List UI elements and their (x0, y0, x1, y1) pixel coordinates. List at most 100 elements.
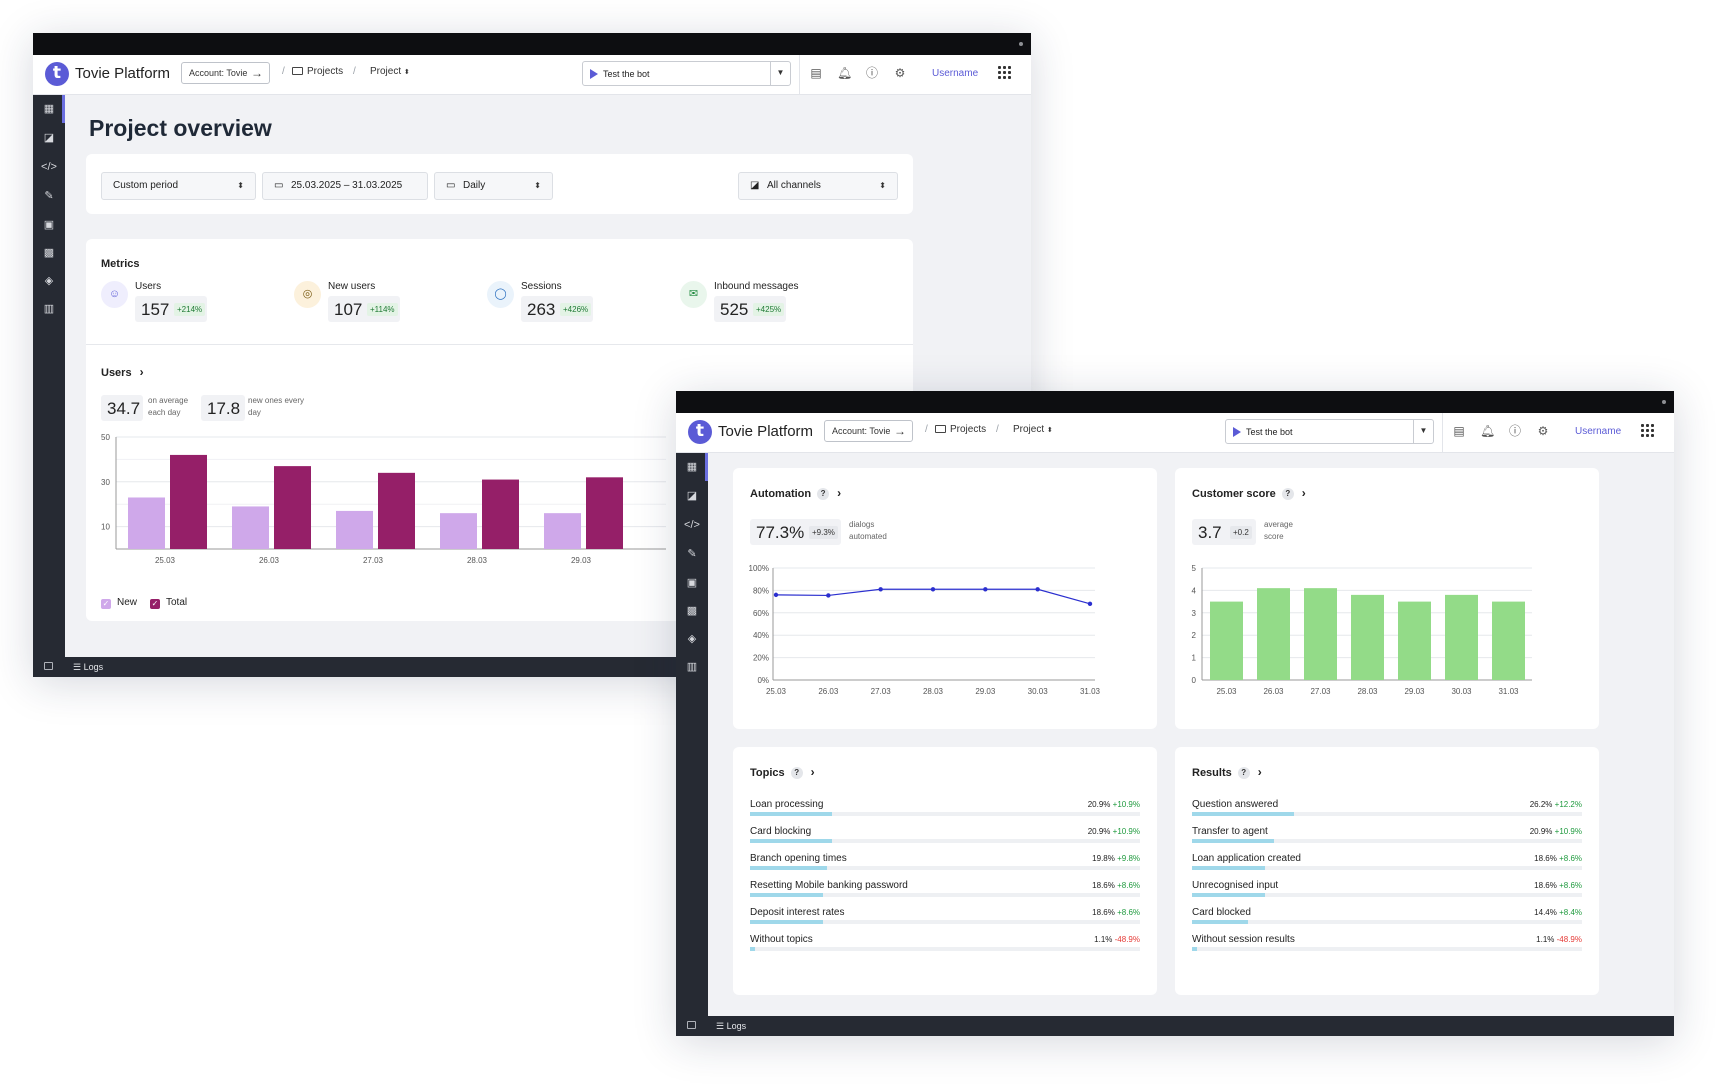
bar-score[interactable] (1398, 601, 1431, 680)
granularity-select[interactable]: ▭ Daily ⬍ (434, 172, 553, 200)
code-icon[interactable]: </> (684, 519, 700, 531)
bar-new[interactable] (336, 510, 373, 549)
panel-toggle-icon[interactable] (44, 662, 53, 670)
x-tick-label: 26.03 (818, 687, 839, 696)
list-item[interactable]: Loan processing 20.9% +10.9% (750, 799, 1140, 826)
username-link[interactable]: Username (932, 68, 979, 79)
breadcrumb-projects[interactable]: Projects (935, 424, 986, 435)
bar-total[interactable] (170, 454, 207, 549)
gear-icon[interactable]: ⚙ (1537, 424, 1549, 438)
chart-icon[interactable]: ▥ (43, 303, 55, 315)
apps-grid-icon[interactable] (1641, 424, 1655, 438)
panel-toggle-icon[interactable] (687, 1021, 696, 1029)
bar-total[interactable] (274, 466, 311, 549)
bar-new[interactable] (128, 497, 165, 549)
bar-score[interactable] (1351, 594, 1384, 680)
list-item[interactable]: Card blocked 14.4% +8.4% (1192, 907, 1582, 934)
account-button[interactable]: Account: Tovie → (824, 420, 913, 442)
gear-icon[interactable]: ⚙ (894, 66, 906, 80)
customer-score-section-link[interactable]: Customer score? › (1192, 486, 1306, 500)
breadcrumb-project[interactable]: Project ⬍ (1013, 424, 1053, 435)
help-icon[interactable]: ? (790, 767, 803, 779)
test-bot-button[interactable]: Test the bot ▼ (1225, 419, 1434, 444)
bar-score[interactable] (1445, 594, 1478, 680)
apps-grid-icon[interactable] (998, 66, 1012, 80)
account-button[interactable]: Account: Tovie → (181, 62, 270, 84)
lock-icon[interactable]: ▣ (686, 577, 698, 589)
results-section-link[interactable]: Results? › (1192, 765, 1262, 779)
code-icon[interactable]: </> (41, 161, 57, 173)
bar-total[interactable] (482, 479, 519, 549)
wrench-icon[interactable]: ✎ (687, 548, 697, 560)
list-item[interactable]: Loan application created 18.6% +8.6% (1192, 853, 1582, 880)
folder-icon (292, 67, 303, 75)
period-select[interactable]: Custom period ⬍ (101, 172, 256, 200)
shield-icon[interactable]: ◈ (44, 275, 54, 287)
list-item[interactable]: Resetting Mobile banking password 18.6% +… (750, 880, 1140, 907)
rss-icon[interactable]: ◪ (43, 132, 55, 144)
bar-new[interactable] (544, 513, 581, 549)
bell-icon[interactable]: 🔔︎ (837, 66, 853, 80)
bar-total[interactable] (586, 477, 623, 549)
list-item[interactable]: Without session results 1.1% -48.9% (1192, 934, 1582, 961)
help-icon[interactable]: ? (1237, 767, 1250, 779)
data-point[interactable] (878, 587, 883, 592)
contact-icon[interactable]: ▩ (686, 605, 698, 617)
lock-icon[interactable]: ▣ (43, 219, 55, 231)
data-point[interactable] (1035, 587, 1040, 592)
topics-section-link[interactable]: Topics? › (750, 765, 815, 779)
chevron-down-icon[interactable]: ▼ (770, 62, 790, 85)
data-point[interactable] (773, 592, 779, 598)
title-bar (676, 391, 1674, 413)
book-icon[interactable]: ▤ (810, 66, 822, 80)
chart-icon[interactable]: ▥ (686, 661, 698, 673)
legend-total[interactable]: ✓ Total (150, 597, 187, 609)
bar-score[interactable] (1257, 588, 1290, 680)
username-link[interactable]: Username (1575, 426, 1622, 437)
contact-icon[interactable]: ▩ (43, 247, 55, 259)
breadcrumb-projects-label: Projects (950, 424, 987, 435)
bar-score[interactable] (1210, 601, 1243, 680)
users-section-link[interactable]: Users › (101, 365, 144, 379)
list-item[interactable]: Branch opening times 19.8% +9.8% (750, 853, 1140, 880)
bar-score[interactable] (1492, 601, 1525, 680)
logs-button[interactable]: ☰ Logs (73, 662, 104, 672)
data-point[interactable] (983, 587, 988, 592)
list-item[interactable]: Unrecognised input 18.6% +8.6% (1192, 880, 1582, 907)
help-icon[interactable]: ? (1281, 488, 1294, 500)
list-item[interactable]: Without topics 1.1% -48.9% (750, 934, 1140, 961)
help-icon[interactable]: ⓘ (865, 66, 878, 80)
breadcrumb-project[interactable]: Project ⬍ (370, 66, 410, 77)
row-percent: 14.4% (1534, 908, 1557, 917)
list-item[interactable]: Deposit interest rates 18.6% +8.6% (750, 907, 1140, 934)
help-icon[interactable]: ? (817, 488, 830, 500)
channels-select[interactable]: ◪ All channels ⬍ (738, 172, 898, 200)
bar-new[interactable] (440, 513, 477, 549)
wrench-icon[interactable]: ✎ (44, 190, 54, 202)
bar-score[interactable] (1304, 588, 1337, 680)
chevron-down-icon[interactable]: ▼ (1413, 420, 1433, 443)
data-point[interactable] (1087, 601, 1093, 607)
test-bot-button[interactable]: Test the bot ▼ (582, 61, 791, 86)
data-point[interactable] (930, 587, 936, 592)
list-item[interactable]: Card blocking 20.9% +10.9% (750, 826, 1140, 853)
table-icon[interactable]: ▦ (686, 461, 698, 473)
metric-change: +114% (367, 303, 398, 316)
rss-icon[interactable]: ◪ (686, 490, 698, 502)
automation-section-link[interactable]: Automation? › (750, 486, 841, 500)
list-item[interactable]: Transfer to agent 20.9% +10.9% (1192, 826, 1582, 853)
book-icon[interactable]: ▤ (1453, 424, 1465, 438)
bell-icon[interactable]: 🔔︎ (1480, 424, 1496, 438)
data-point[interactable] (826, 593, 831, 598)
breadcrumb-projects[interactable]: Projects (292, 66, 343, 77)
bar-new[interactable] (232, 506, 269, 549)
date-range-input[interactable]: ▭ 25.03.2025 – 31.03.2025 (262, 172, 428, 200)
table-icon[interactable]: ▦ (43, 103, 55, 115)
help-icon[interactable]: ⓘ (1508, 424, 1521, 438)
bar-total[interactable] (378, 472, 415, 549)
legend-new[interactable]: ✓ New (101, 597, 137, 609)
logs-button[interactable]: ☰ Logs (716, 1021, 747, 1031)
row-percent: 18.6% (1534, 881, 1557, 890)
list-item[interactable]: Question answered 26.2% +12.2% (1192, 799, 1582, 826)
shield-icon[interactable]: ◈ (687, 633, 697, 645)
